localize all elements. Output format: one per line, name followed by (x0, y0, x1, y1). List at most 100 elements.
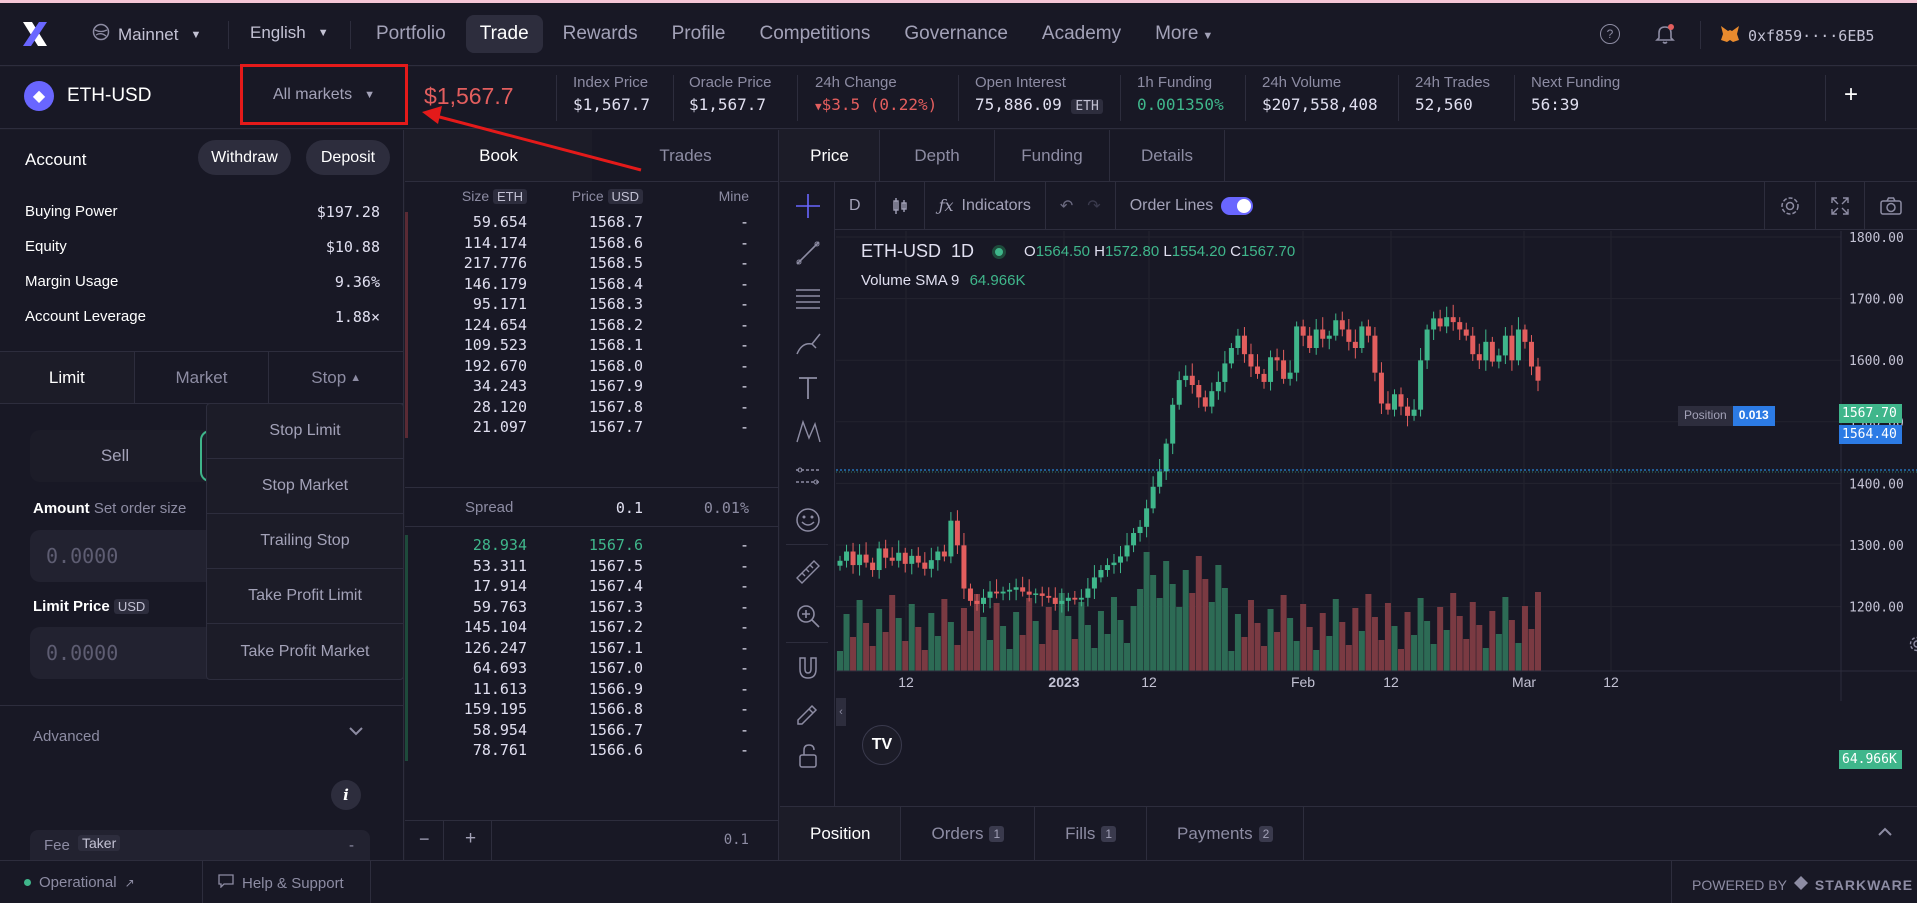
ask-row[interactable]: 114.174 1568.6 - (405, 231, 779, 256)
settings-gear-icon[interactable] (1764, 181, 1816, 230)
volume-label: Volume SMA 9 (861, 272, 960, 289)
menu-item-trailing-stop[interactable]: Trailing Stop (207, 514, 403, 569)
undo-icon[interactable]: ↶ (1059, 197, 1074, 215)
tab-market[interactable]: Market (135, 352, 270, 403)
bid-row[interactable]: 159.195 1566.8 - (405, 697, 779, 722)
powered-by-starkware[interactable]: POWERED BY STARKWARE (1692, 875, 1913, 894)
fib-retracement-icon[interactable] (794, 284, 822, 312)
trend-line-icon[interactable] (794, 239, 822, 267)
language-selector[interactable]: English ▼ (250, 23, 329, 43)
collapse-toolbar-icon[interactable]: ‹ (836, 698, 846, 726)
bid-row[interactable]: 126.247 1567.1 - (405, 636, 779, 661)
tab-price[interactable]: Price (780, 130, 880, 181)
tab-trades[interactable]: Trades (659, 145, 712, 165)
indicators-button[interactable]: ƒx Indicators (925, 181, 1046, 230)
menu-item-take-profit-market[interactable]: Take Profit Market (240, 642, 370, 660)
candles-icon[interactable] (876, 181, 925, 230)
ask-row[interactable]: 59.654 1568.7 - (405, 210, 779, 235)
nav-trade[interactable]: Trade (465, 15, 543, 53)
status-link[interactable]: Operational ↗ (24, 874, 135, 891)
unlock-icon[interactable] (794, 742, 822, 770)
bid-row[interactable]: 53.311 1567.5 - (405, 554, 779, 579)
zoom-in-icon[interactable] (794, 602, 822, 630)
info-icon[interactable]: i (331, 780, 361, 810)
ask-row[interactable]: 34.243 1567.9 - (405, 374, 779, 399)
bid-row[interactable]: 78.761 1566.6 - (405, 738, 779, 763)
all-markets-button[interactable]: All markets ▼ (240, 64, 408, 125)
chevron-up-icon[interactable] (1877, 825, 1893, 842)
help-support-link[interactable]: Help & Support (218, 874, 344, 892)
nav-governance[interactable]: Governance (904, 23, 1008, 44)
nav-portfolio[interactable]: Portfolio (376, 23, 446, 44)
tab-limit[interactable]: Limit (0, 352, 135, 403)
bid-row[interactable]: 17.914 1567.4 - (405, 574, 779, 599)
nav-academy[interactable]: Academy (1041, 23, 1122, 44)
limit-price-label-row: Limit Price USD (33, 598, 150, 615)
nav-competitions[interactable]: Competitions (759, 23, 871, 44)
tab-book[interactable]: Book (405, 130, 592, 181)
axis-settings-gear-icon[interactable] (1908, 635, 1917, 657)
tab-depth[interactable]: Depth (880, 130, 995, 181)
bid-row[interactable]: 64.693 1567.0 - (405, 656, 779, 681)
ask-row[interactable]: 124.654 1568.2 - (405, 313, 779, 338)
menu-item-stop-limit[interactable]: Stop Limit (207, 404, 403, 459)
emoji-icon[interactable] (794, 506, 822, 534)
redo-icon[interactable]: ↷ (1087, 197, 1101, 215)
fullscreen-icon[interactable] (1816, 181, 1865, 230)
nav-profile[interactable]: Profile (671, 23, 726, 44)
order-lines-toggle[interactable]: Order Lines (1116, 182, 1268, 230)
tab-payments[interactable]: Payments 2 (1147, 807, 1305, 860)
prediction-icon[interactable] (794, 462, 822, 490)
text-tool-icon[interactable] (794, 374, 822, 402)
tab-stop[interactable]: Stop ▲ (269, 352, 405, 403)
wallet-button[interactable]: 0xf859····6EB5 (1720, 25, 1874, 47)
ruler-icon[interactable] (794, 558, 822, 586)
tab-details[interactable]: Details (1110, 130, 1225, 181)
toggle-switch[interactable] (1221, 196, 1254, 215)
tradingview-logo-icon[interactable]: TV (862, 725, 902, 765)
ask-row[interactable]: 109.523 1568.1 - (405, 333, 779, 358)
ask-row[interactable]: 146.179 1568.4 - (405, 272, 779, 297)
tab-fills[interactable]: Fills 1 (1035, 807, 1148, 860)
zoom-out-button[interactable]: − (419, 829, 430, 849)
zoom-in-button[interactable]: + (465, 828, 477, 849)
interval-button[interactable]: D (835, 181, 876, 230)
advanced-toggle-label[interactable]: Advanced (33, 728, 100, 745)
brush-icon[interactable] (794, 330, 822, 358)
network-selector[interactable]: Mainnet ▼ (92, 23, 201, 46)
withdraw-button[interactable]: Withdraw (198, 140, 291, 175)
help-icon[interactable]: ? (1600, 24, 1620, 44)
bid-row[interactable]: 58.954 1566.7 - (405, 718, 779, 743)
bid-row[interactable]: 59.763 1567.3 - (405, 595, 779, 620)
dydx-logo-icon[interactable] (20, 19, 50, 49)
ask-row[interactable]: 192.670 1568.0 - (405, 354, 779, 379)
tab-funding[interactable]: Funding (995, 130, 1110, 181)
tab-position[interactable]: Position (780, 807, 902, 860)
nav-more[interactable]: More ▼ (1141, 15, 1227, 53)
buy-button[interactable] (200, 430, 210, 482)
nav-rewards[interactable]: Rewards (562, 23, 638, 44)
ask-row[interactable]: 217.776 1568.5 - (405, 251, 779, 276)
menu-item-stop-market[interactable]: Stop Market (207, 459, 403, 514)
volume-bar (1417, 598, 1424, 671)
bid-row[interactable]: 11.613 1566.9 - (405, 677, 779, 702)
tab-orders[interactable]: Orders 1 (901, 807, 1036, 860)
bid-row[interactable]: 145.104 1567.2 - (405, 615, 779, 640)
camera-icon[interactable] (1865, 182, 1917, 230)
ask-row[interactable]: 28.120 1567.8 - (405, 395, 779, 420)
magnet-icon[interactable] (794, 654, 822, 682)
add-panel-button[interactable]: + (1844, 81, 1859, 108)
crosshair-icon[interactable] (794, 192, 822, 220)
menu-item-take-profit-limit[interactable]: Take Profit Limit (207, 569, 403, 624)
ask-row[interactable]: 21.097 1567.7 - (405, 415, 779, 440)
sell-button[interactable]: Sell (100, 446, 130, 465)
price-chart[interactable]: 1800.001700.001600.001500.001400.001300.… (836, 231, 1917, 806)
ask-row[interactable]: 95.171 1568.3 - (405, 292, 779, 317)
notification-bell-icon[interactable] (1654, 23, 1676, 49)
lock-pencil-icon[interactable] (794, 698, 822, 726)
chevron-down-icon[interactable] (348, 724, 364, 741)
deposit-button[interactable]: Deposit (306, 140, 390, 175)
bid-row[interactable]: 28.934 1567.6 - (405, 533, 779, 558)
position-tag[interactable]: Position 0.013 (1678, 406, 1775, 426)
pattern-icon[interactable] (794, 418, 822, 446)
